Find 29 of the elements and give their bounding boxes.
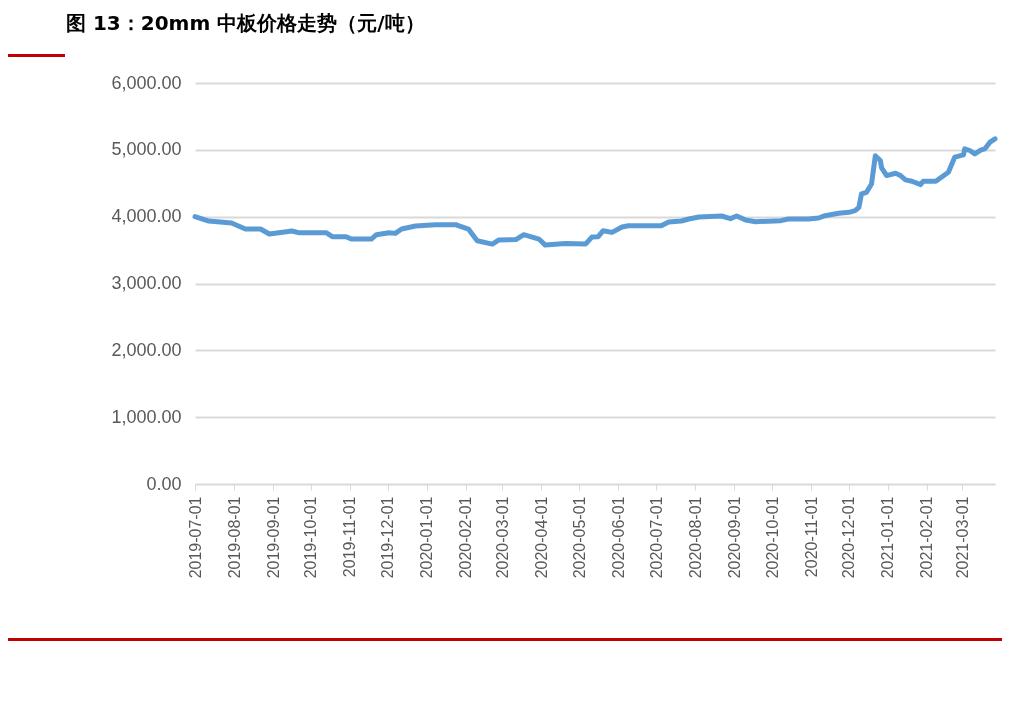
x-tick-label: 2021-01-01 bbox=[879, 496, 897, 579]
x-tick-label: 2020-10-01 bbox=[763, 496, 781, 579]
x-tick-label: 2020-12-01 bbox=[840, 496, 858, 579]
y-tick-label: 5,000.00 bbox=[111, 139, 182, 160]
x-tick-label: 2019-08-01 bbox=[225, 496, 243, 579]
x-tick-label: 2020-02-01 bbox=[457, 496, 475, 579]
x-tick-label: 2019-12-01 bbox=[379, 496, 397, 579]
y-tick-label: 6,000.00 bbox=[111, 72, 182, 93]
x-tick-label: 2020-08-01 bbox=[686, 496, 704, 579]
y-tick-label: 3,000.00 bbox=[111, 273, 182, 293]
y-tick-label: 2,000.00 bbox=[111, 339, 182, 360]
x-tick-label: 2020-07-01 bbox=[647, 496, 665, 579]
x-tick-label: 2020-06-01 bbox=[609, 496, 627, 579]
x-tick-label: 2021-02-01 bbox=[918, 496, 936, 579]
x-tick-label: 2020-09-01 bbox=[725, 496, 743, 579]
chart-title: 图 13：20mm 中板价格走势（元/吨） bbox=[65, 11, 425, 35]
x-tick-label: 2019-10-01 bbox=[302, 496, 320, 579]
y-tick-label: 1,000.00 bbox=[111, 406, 182, 427]
x-tick-label: 2020-04-01 bbox=[532, 496, 550, 579]
x-tick-label: 2019-07-01 bbox=[186, 496, 204, 579]
x-tick-label: 2019-09-01 bbox=[264, 496, 282, 579]
x-tick-label: 2020-11-01 bbox=[802, 496, 820, 578]
x-tick-label: 2019-11-01 bbox=[341, 496, 359, 578]
x-tick-label: 2020-01-01 bbox=[418, 496, 436, 579]
y-tick-label: 0.00 bbox=[146, 473, 182, 494]
x-tick-label: 2021-03-01 bbox=[953, 496, 971, 579]
x-tick-label: 2020-05-01 bbox=[570, 496, 588, 579]
x-tick-label: 2020-03-01 bbox=[493, 496, 511, 579]
y-tick-label: 4,000.00 bbox=[111, 206, 182, 227]
